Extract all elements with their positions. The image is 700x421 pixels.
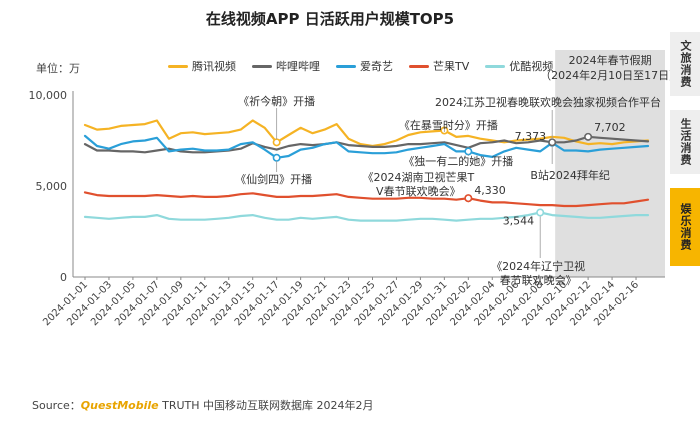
- unit-label: 单位：万: [36, 62, 80, 75]
- legend-item-tencent: 腾讯视频: [168, 58, 236, 74]
- legend-swatch-iqiyi: [336, 64, 356, 68]
- annotation-marker-duyi: [464, 147, 473, 156]
- source-prefix: Source：: [32, 399, 81, 412]
- holiday-band-date: （2024年2月10日至17日）: [540, 68, 680, 82]
- legend-label-mango: 芒果TV: [433, 60, 470, 73]
- value-marker-youku: [536, 208, 545, 217]
- source-brand: QuestMobile: [80, 399, 159, 412]
- annotation-marker-jiangsu: [548, 138, 557, 147]
- legend-label-iqiyi: 爱奇艺: [360, 60, 393, 73]
- legend-swatch-mango: [409, 64, 429, 68]
- series-line-mango: [83, 191, 650, 208]
- legend-swatch-tencent: [168, 64, 188, 68]
- legend-swatch-bilibili: [252, 64, 272, 68]
- page-title: 在线视频APP 日活跃用户规模TOP5: [205, 10, 455, 28]
- annotation-hunan-line2: V春节联欢晚会》: [376, 184, 461, 198]
- tab-life-consumption[interactable]: 生活消费: [670, 110, 700, 174]
- legend-item-youku: 优酷视频: [485, 58, 553, 74]
- value-label-mango: 4,330: [474, 184, 506, 197]
- annotation-duyi: 《独一有二的她》开播: [403, 154, 513, 168]
- value-label-bilibili: 7,702: [594, 121, 626, 134]
- legend-label-youku: 优酷视频: [509, 60, 554, 73]
- holiday-band: [555, 50, 665, 277]
- annotation-liaoning-line1: 《2024年辽宁卫视: [491, 259, 585, 273]
- tab-culture-consumption[interactable]: 文旅消费: [670, 32, 700, 96]
- annotation-marker-qijinzhao: [272, 138, 281, 147]
- source-note: Source：QuestMobile TRUTH 中国移动互联网数据库 2024…: [32, 397, 374, 413]
- annotation-liaoning-line2: 春节联欢晚会》: [500, 273, 577, 287]
- series-line-youku: [83, 211, 650, 222]
- y-tick-label: 5,000: [36, 180, 68, 193]
- legend-label-bilibili: 哔哩哔哩: [276, 60, 320, 73]
- legend-label-tencent: 腾讯视频: [192, 60, 236, 73]
- legend-item-bilibili: 哔哩哔哩: [252, 58, 320, 74]
- annotation-bilibili-nianji: B站2024拜年纪: [530, 168, 610, 182]
- annotation-xianjian4: 《仙剑四》开播: [235, 172, 312, 186]
- annotation-marker-hunan: [464, 194, 473, 203]
- tab-entertainment-consumption[interactable]: 娱乐消费: [670, 188, 700, 266]
- annotation-hunan-line1: 《2024湖南卫视芒果T: [362, 170, 474, 184]
- legend-item-mango: 芒果TV: [409, 58, 469, 74]
- annotation-jiangsu: 2024江苏卫视春晚联欢晚会独家视频合作平台: [435, 95, 661, 109]
- annotation-marker-xianjian4: [272, 153, 281, 162]
- value-label-youku: 3,544: [503, 214, 535, 227]
- holiday-band-label: 2024年春节假期: [569, 53, 652, 67]
- legend-item-iqiyi: 爱奇艺: [336, 58, 393, 74]
- y-tick-label: 10,000: [29, 89, 68, 102]
- annotation-qijinzhao: 《祈今朝》开播: [238, 94, 315, 108]
- series-line-tencent: [83, 119, 650, 148]
- y-tick-label: 0: [60, 271, 67, 284]
- annotation-baoxue: 《在暴雪时分》开播: [399, 118, 498, 132]
- source-rest: TRUTH 中国移动互联网数据库 2024年2月: [158, 399, 374, 412]
- legend: 腾讯视频 哔哩哔哩 爱奇艺 芒果TV 优酷视频: [168, 58, 553, 74]
- value-label-iqiyi: 7,373: [515, 130, 547, 143]
- legend-swatch-youku: [485, 64, 506, 68]
- value-marker-bilibili: [584, 132, 593, 141]
